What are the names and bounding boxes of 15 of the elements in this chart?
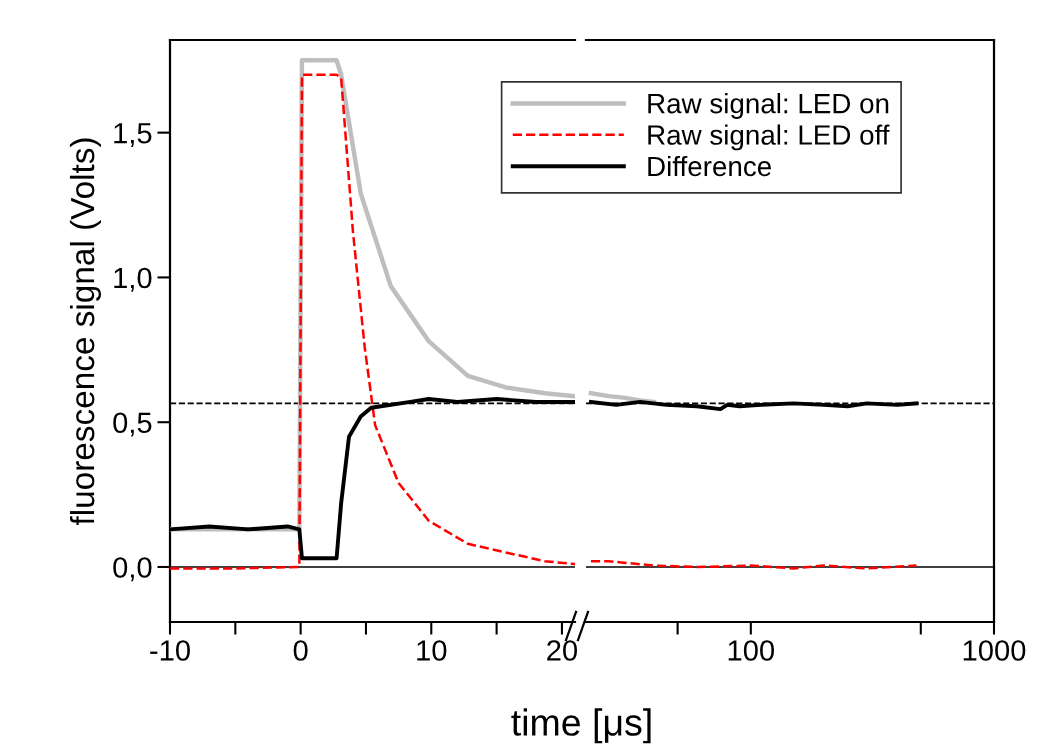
x-tick-label: -10 <box>150 640 190 661</box>
y-axis-title: fluorescence signal (Volts) <box>69 138 101 526</box>
x-tick-label: 20 <box>547 640 578 661</box>
legend-label: Raw signal: LED on <box>648 93 889 119</box>
legend-label: Difference <box>648 155 771 177</box>
y-tick-label: 1,5 <box>114 123 152 147</box>
x-tick-label: 1000 <box>963 640 1026 661</box>
y-tick-label: 1,0 <box>114 267 152 292</box>
y-tick-label: 0,0 <box>113 557 152 582</box>
x-tick-label: 100 <box>728 640 775 661</box>
x-axis-title: time [μs] <box>511 708 651 744</box>
y-tick-label: 0,5 <box>113 412 152 437</box>
x-tick-label: 10 <box>417 640 447 661</box>
x-tick-label: 0 <box>293 640 308 661</box>
legend-label: Raw signal: LED off <box>648 124 890 151</box>
